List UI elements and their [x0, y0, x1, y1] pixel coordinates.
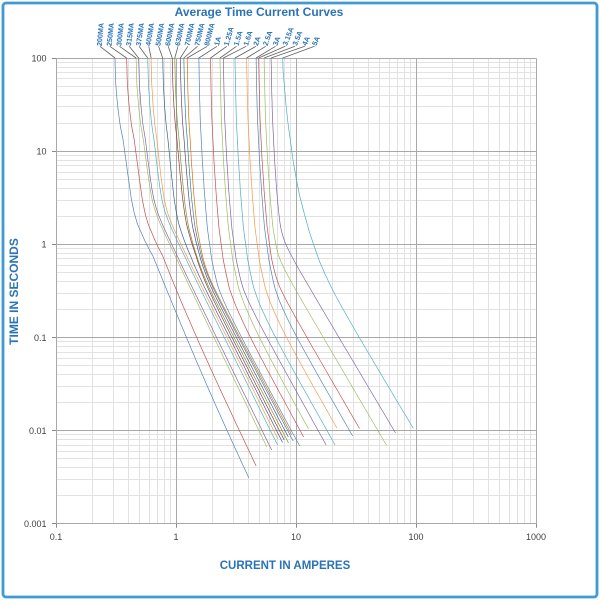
svg-text:1: 1 — [41, 240, 46, 250]
svg-text:400MA: 400MA — [143, 22, 156, 46]
svg-text:1000: 1000 — [526, 532, 546, 542]
svg-text:500MA: 500MA — [153, 22, 166, 46]
svg-text:0.001: 0.001 — [24, 519, 47, 529]
svg-text:1: 1 — [173, 532, 178, 542]
svg-text:300MA: 300MA — [114, 22, 126, 46]
svg-text:TIME IN SECONDS: TIME IN SECONDS — [7, 238, 21, 345]
svg-text:3A: 3A — [271, 35, 283, 47]
svg-text:4A: 4A — [300, 35, 312, 47]
svg-text:CURRENT IN AMPERES: CURRENT IN AMPERES — [220, 560, 351, 572]
svg-text:Average Time Current Curves: Average Time Current Curves — [175, 5, 344, 19]
svg-text:100: 100 — [408, 532, 423, 542]
svg-text:0.01: 0.01 — [29, 426, 47, 436]
svg-text:1.5A: 1.5A — [232, 30, 245, 47]
svg-text:2A: 2A — [251, 35, 262, 47]
svg-text:1.6A: 1.6A — [241, 30, 254, 47]
svg-text:1A: 1A — [212, 35, 223, 46]
svg-text:5A: 5A — [310, 35, 322, 47]
svg-text:375MA: 375MA — [134, 22, 146, 46]
svg-text:200MA: 200MA — [95, 23, 106, 47]
svg-text:0.1: 0.1 — [50, 532, 63, 542]
svg-text:100: 100 — [31, 54, 46, 64]
svg-text:10: 10 — [291, 532, 301, 542]
svg-text:600MA: 600MA — [163, 22, 176, 46]
svg-text:315MA: 315MA — [124, 22, 136, 46]
svg-text:10: 10 — [36, 147, 46, 157]
svg-text:250MA: 250MA — [105, 22, 116, 46]
svg-text:0.1: 0.1 — [34, 333, 47, 343]
